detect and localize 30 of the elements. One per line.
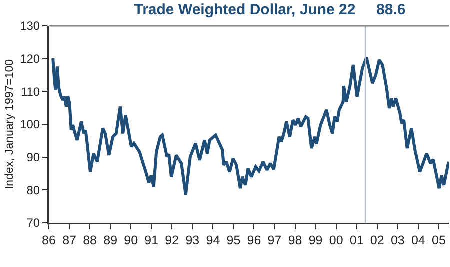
x-tick-label: 86: [42, 234, 56, 248]
chart-title: Trade Weighted Dollar, June 22 88.6: [134, 2, 406, 19]
x-tick-label: 92: [165, 234, 180, 248]
x-tick-label: 01: [350, 234, 364, 248]
x-tick-label: 91: [144, 234, 159, 248]
x-tick-label: 87: [62, 234, 77, 248]
x-tick-label: 93: [186, 234, 200, 248]
x-tick-label: 05: [432, 234, 446, 248]
y-tick-label: 130: [20, 19, 40, 34]
x-tick-label: 97: [268, 234, 282, 248]
x-tick-label: 00: [329, 234, 344, 248]
x-tick-label: 96: [247, 234, 262, 248]
x-tick-label: 99: [308, 234, 323, 248]
y-tick-label: 90: [26, 150, 40, 165]
y-tick-label: 100: [20, 118, 40, 132]
x-tick-label: 89: [104, 234, 118, 248]
x-tick-label: 88: [83, 234, 98, 248]
x-tick-label: 95: [226, 234, 241, 248]
x-tick-label: 94: [206, 234, 220, 248]
x-tick-label: 03: [390, 234, 405, 248]
x-tick-label: 98: [288, 234, 302, 248]
x-tick-label: 04: [411, 234, 426, 248]
y-tick-label: 120: [20, 52, 40, 66]
line-series: [52, 56, 449, 196]
y-tick-label: 70: [26, 216, 40, 230]
x-tick-label: 90: [124, 234, 138, 248]
y-tick-label: 110: [20, 84, 40, 99]
x-tick-label: 02: [370, 234, 384, 248]
y-axis-title: Index, January 1997=100: [4, 59, 16, 190]
y-tick-label: 80: [26, 183, 40, 198]
